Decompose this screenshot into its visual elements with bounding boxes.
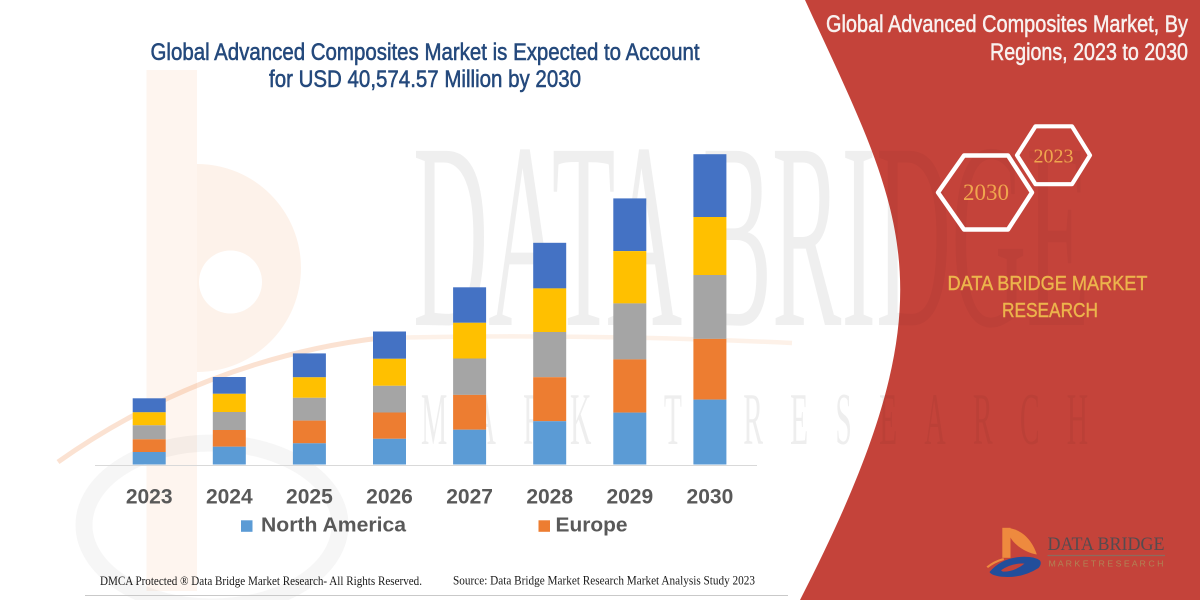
svg-text:2023: 2023 bbox=[126, 486, 173, 509]
svg-text:2030: 2030 bbox=[963, 180, 1009, 205]
svg-text:North America: North America bbox=[261, 515, 407, 537]
svg-text:2027: 2027 bbox=[446, 486, 493, 509]
svg-text:DATA BRIDGE: DATA BRIDGE bbox=[413, 88, 1090, 383]
svg-text:Regions, 2023 to 2030: Regions, 2023 to 2030 bbox=[990, 39, 1188, 66]
svg-text:DATA BRIDGE MARKET: DATA BRIDGE MARKET bbox=[948, 273, 1148, 295]
svg-text:RESEARCH: RESEARCH bbox=[1002, 300, 1098, 322]
svg-text:2029: 2029 bbox=[606, 486, 653, 509]
svg-text:2028: 2028 bbox=[526, 486, 573, 509]
svg-text:2025: 2025 bbox=[286, 486, 333, 509]
svg-text:DATA BRIDGE: DATA BRIDGE bbox=[1048, 534, 1165, 555]
svg-text:Europe: Europe bbox=[556, 515, 628, 537]
svg-text:for USD 40,574.57 Million by 2: for USD 40,574.57 Million by 2030 bbox=[269, 66, 581, 93]
svg-text:2024: 2024 bbox=[206, 486, 253, 509]
svg-text:2026: 2026 bbox=[366, 486, 413, 509]
svg-text:Source: Data Bridge Market Res: Source: Data Bridge Market Research Mark… bbox=[453, 574, 755, 588]
svg-text:Global Advanced Composites Mar: Global Advanced Composites Market is Exp… bbox=[151, 39, 700, 66]
svg-text:2023: 2023 bbox=[1034, 146, 1074, 168]
svg-text:2030: 2030 bbox=[687, 486, 734, 509]
svg-text:Global Advanced Composites Mar: Global Advanced Composites Market, By bbox=[826, 11, 1188, 38]
svg-text:DMCA Protected ® Data Bridge M: DMCA Protected ® Data Bridge Market Rese… bbox=[100, 573, 422, 588]
svg-text:MARKET RESEARCH: MARKET RESEARCH bbox=[421, 380, 1115, 461]
svg-text:M A R K E T R E S E A R C H: M A R K E T R E S E A R C H bbox=[1049, 560, 1164, 569]
